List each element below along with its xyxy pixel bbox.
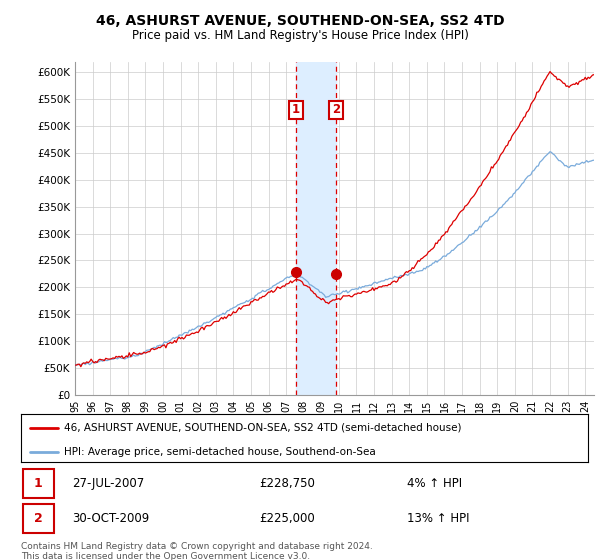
Text: 46, ASHURST AVENUE, SOUTHEND-ON-SEA, SS2 4TD (semi-detached house): 46, ASHURST AVENUE, SOUTHEND-ON-SEA, SS2… (64, 423, 461, 433)
FancyBboxPatch shape (23, 469, 54, 498)
Text: Contains HM Land Registry data © Crown copyright and database right 2024.
This d: Contains HM Land Registry data © Crown c… (21, 542, 373, 560)
Text: Price paid vs. HM Land Registry's House Price Index (HPI): Price paid vs. HM Land Registry's House … (131, 29, 469, 42)
Text: 30-OCT-2009: 30-OCT-2009 (72, 512, 149, 525)
Text: £225,000: £225,000 (259, 512, 315, 525)
Text: £228,750: £228,750 (259, 477, 315, 490)
Text: 4% ↑ HPI: 4% ↑ HPI (407, 477, 461, 490)
Text: 2: 2 (332, 104, 340, 116)
Text: 2: 2 (34, 512, 43, 525)
Text: 27-JUL-2007: 27-JUL-2007 (72, 477, 144, 490)
FancyBboxPatch shape (23, 504, 54, 533)
Text: 46, ASHURST AVENUE, SOUTHEND-ON-SEA, SS2 4TD: 46, ASHURST AVENUE, SOUTHEND-ON-SEA, SS2… (95, 14, 505, 28)
Text: 1: 1 (292, 104, 300, 116)
Bar (296, 62, 336, 395)
Text: HPI: Average price, semi-detached house, Southend-on-Sea: HPI: Average price, semi-detached house,… (64, 446, 375, 456)
Text: 13% ↑ HPI: 13% ↑ HPI (407, 512, 469, 525)
Text: 1: 1 (34, 477, 43, 490)
